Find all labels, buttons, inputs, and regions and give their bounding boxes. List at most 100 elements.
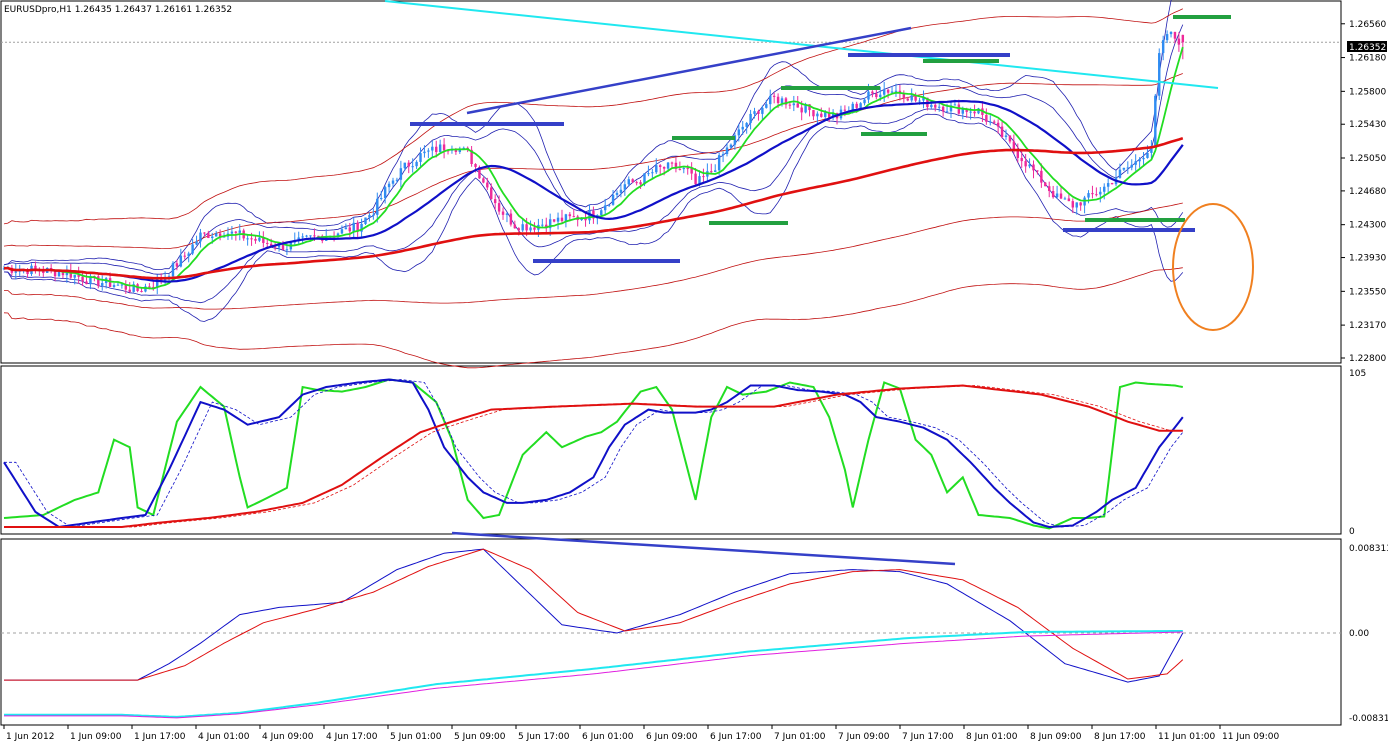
time-axis-label: 8 Jun 09:00	[1030, 732, 1082, 742]
candle-body	[769, 95, 772, 105]
macd-axis-label: 0.008313	[1349, 544, 1388, 554]
price-plot-layer	[1, 0, 1341, 369]
candle-body	[81, 276, 84, 282]
candle-body	[1032, 164, 1035, 171]
price-axis-label: 1.23930	[1349, 254, 1386, 264]
candle-body	[1138, 159, 1141, 162]
candle-body	[890, 91, 894, 93]
candle-body	[1028, 164, 1031, 167]
candle-body	[910, 95, 913, 101]
candle-body	[859, 103, 862, 108]
candle-body	[945, 111, 949, 113]
candle-body	[973, 111, 976, 114]
osc-red-line	[4, 384, 1183, 528]
candle-body	[568, 214, 572, 217]
time-axis-label: 5 Jun 01:00	[390, 732, 442, 742]
candle-body	[690, 168, 693, 174]
candle-body	[305, 235, 308, 237]
candle-body	[407, 162, 410, 167]
candle-body	[486, 182, 489, 188]
candle-body	[69, 270, 73, 278]
ma-slow-red-line	[3, 137, 1184, 280]
candle-body	[269, 243, 273, 247]
candle-body	[313, 235, 316, 237]
candle-body	[985, 114, 988, 122]
candle-body	[360, 223, 363, 232]
candle-body	[281, 242, 285, 251]
candle-body	[53, 269, 57, 277]
candle-body	[812, 110, 815, 117]
candle-body	[1106, 183, 1110, 187]
time-axis-label: 4 Jun 17:00	[326, 732, 378, 742]
time-axis-label: 8 Jun 01:00	[966, 732, 1018, 742]
candle-body	[179, 255, 183, 267]
candle-body	[458, 148, 462, 152]
candle-body	[1177, 38, 1181, 45]
candle-body	[1020, 157, 1023, 162]
candle-body	[863, 99, 866, 104]
candle-body	[1142, 157, 1145, 160]
candle-body	[572, 216, 575, 218]
candle-body	[564, 214, 568, 222]
candle-body	[1099, 191, 1102, 195]
candle-body	[1048, 186, 1051, 192]
candle-body	[898, 90, 902, 94]
candle-body	[399, 168, 403, 180]
candle-body	[423, 151, 426, 154]
candle-body	[14, 271, 18, 273]
candle-body	[686, 168, 689, 170]
candle-body	[1067, 198, 1071, 202]
candle-body	[517, 228, 520, 231]
candle-body	[1158, 53, 1161, 96]
orange-ellipse-annotation	[1172, 203, 1254, 331]
candle-body	[191, 244, 194, 254]
candle-body	[737, 129, 741, 136]
candle-body	[682, 168, 686, 170]
candle-body	[152, 286, 155, 288]
candle-body	[207, 233, 210, 239]
osc-red-signal-line	[4, 385, 1183, 528]
candle-body	[380, 198, 383, 200]
candle-body	[214, 233, 218, 237]
candle-body	[1150, 145, 1153, 153]
candle-body	[1181, 34, 1185, 43]
candle-body	[258, 237, 261, 241]
candle-body	[556, 217, 560, 222]
candle-body	[34, 265, 37, 270]
candle-body	[725, 147, 729, 155]
candle-body	[879, 94, 882, 98]
candle-body	[254, 238, 257, 241]
candle-body	[934, 104, 937, 108]
oscillator-panel[interactable]	[0, 365, 1342, 535]
candle-body	[285, 249, 289, 251]
candle-body	[395, 179, 399, 181]
candle-body	[733, 135, 737, 145]
candle-body	[222, 236, 226, 238]
candle-body	[662, 166, 666, 169]
candle-body	[643, 173, 646, 185]
candle-body	[156, 278, 159, 288]
candle-body	[882, 89, 886, 95]
candle-body	[1146, 152, 1149, 158]
candle-body	[1040, 170, 1043, 183]
candle-body	[548, 219, 552, 229]
candle-body	[886, 89, 890, 93]
time-axis-label: 11 Jun 09:00	[1222, 732, 1279, 742]
candle-body	[1008, 135, 1012, 142]
candle-body	[124, 284, 128, 290]
candle-body	[694, 173, 697, 185]
candle-body	[199, 232, 202, 242]
candle-body	[1161, 40, 1165, 54]
candle-body	[195, 241, 198, 245]
candle-body	[234, 231, 238, 233]
price-axis-label: 1.24300	[1349, 221, 1386, 231]
candle-body	[167, 276, 171, 278]
candle-body	[462, 147, 465, 149]
candle-body	[714, 170, 717, 172]
macd-plot-layer	[1, 548, 1341, 719]
candle-body	[545, 224, 548, 229]
time-axis-label: 8 Jun 17:00	[1094, 732, 1146, 742]
candle-body	[1134, 161, 1137, 165]
current-price-label: 1.26352	[1349, 43, 1386, 53]
